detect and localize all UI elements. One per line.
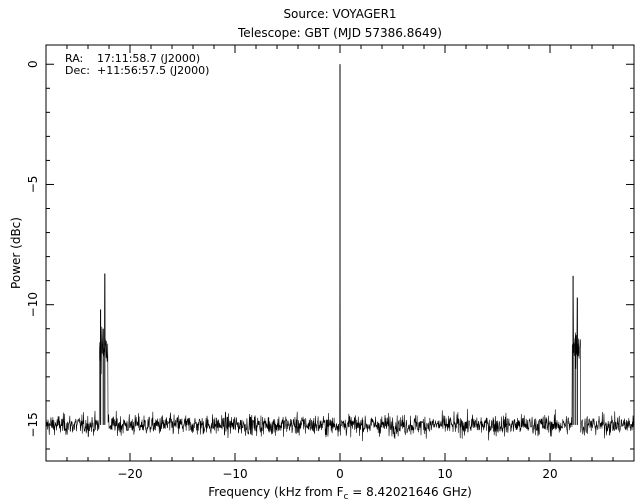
y-axis-label: Power (dBc) (9, 217, 23, 289)
chart-subtitle: Telescope: GBT (MJD 57386.8649) (237, 26, 442, 40)
x-axis-ticks: −20 −10 0 10 20 (45, 45, 635, 481)
y-tick-label: −10 (26, 292, 40, 317)
y-tick-label: −5 (26, 176, 40, 194)
annotation-ra: RA: 17:11:58.7 (J2000) (65, 52, 200, 65)
x-tick-label: −20 (117, 467, 142, 481)
x-tick-label: 20 (542, 467, 557, 481)
spectrum-series (45, 64, 635, 442)
x-tick-label: 0 (336, 467, 344, 481)
y-tick-label: 0 (26, 60, 40, 68)
x-axis-label-suffix: = 8.42021646 GHz) (348, 485, 471, 499)
chart-title: Source: VOYAGER1 (283, 7, 396, 21)
x-axis-label-subscript: c (343, 492, 348, 501)
annotation-dec: Dec: +11:56:57.5 (J2000) (65, 64, 209, 77)
x-axis-label-prefix: Frequency (kHz from F (208, 485, 343, 499)
x-axis-label: Frequency (kHz from Fc = 8.42021646 GHz) (208, 485, 472, 501)
annotation-dec-label: Dec: (65, 64, 90, 77)
x-tick-label: −10 (222, 467, 247, 481)
annotation-ra-value: 17:11:58.7 (J2000) (97, 52, 200, 65)
annotation-dec-value: +11:56:57.5 (J2000) (97, 64, 209, 77)
x-tick-label: 10 (437, 467, 452, 481)
y-tick-label: −15 (26, 412, 40, 437)
annotation-ra-label: RA: (65, 52, 83, 65)
y-axis-ticks: 0 −5 −10 −15 (26, 60, 634, 450)
